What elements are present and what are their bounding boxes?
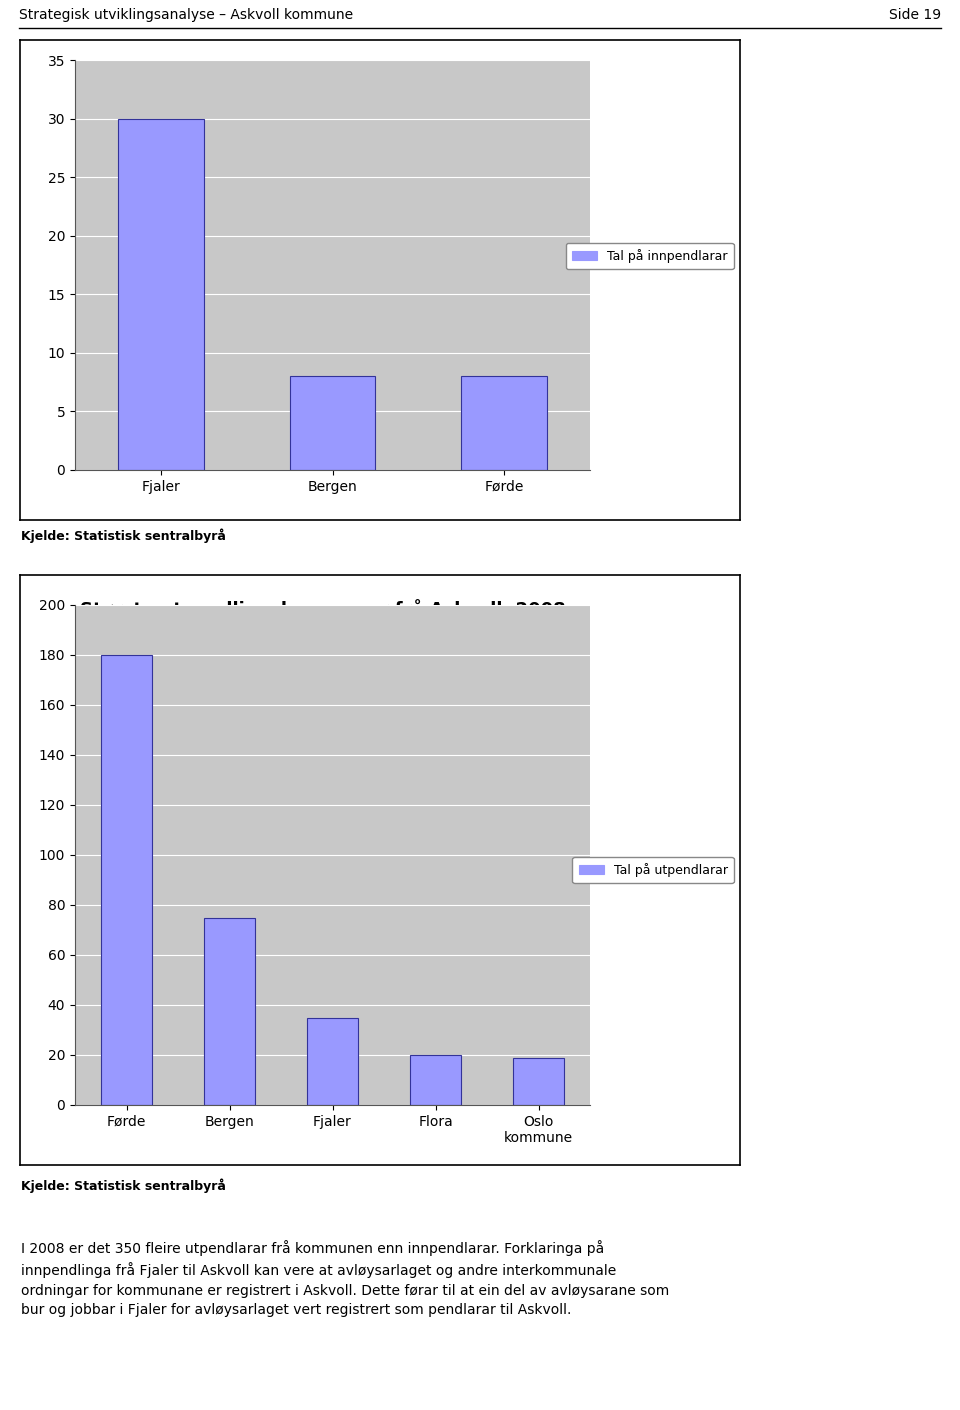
Text: Største utpendlingskommunar frå Askvoll, 2008: Største utpendlingskommunar frå Askvoll,… [80, 599, 565, 619]
Text: Kjelde: Statistisk sentralbyrå: Kjelde: Statistisk sentralbyrå [21, 1177, 226, 1193]
Text: I 2008 er det 350 fleire utpendlarar frå kommunen enn innpendlarar. Forklaringa : I 2008 er det 350 fleire utpendlarar frå… [21, 1239, 669, 1317]
Legend: Tal på innpendlarar: Tal på innpendlarar [565, 243, 733, 269]
Text: Strategisk utviklingsanalyse – Askvoll kommune: Strategisk utviklingsanalyse – Askvoll k… [19, 8, 353, 23]
Text: Største innpendlingskommunar til Askvoll, 2008: Største innpendlingskommunar til Askvoll… [79, 73, 566, 92]
Text: Kjelde: Statistisk sentralbyrå: Kjelde: Statistisk sentralbyrå [21, 527, 226, 543]
Text: Side 19: Side 19 [889, 8, 941, 23]
Legend: Tal på utpendlarar: Tal på utpendlarar [572, 857, 733, 883]
